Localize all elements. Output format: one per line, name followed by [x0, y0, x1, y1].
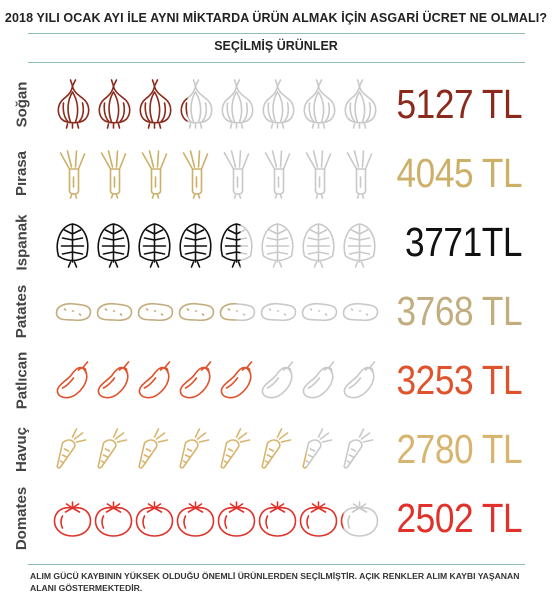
onion-icon — [339, 78, 380, 130]
onion-icon — [93, 78, 134, 130]
potato-icon — [216, 285, 257, 337]
tomato-icon — [175, 492, 216, 544]
leek-icon — [339, 147, 380, 199]
title-divider — [28, 33, 525, 34]
value-label: 3768 TL — [396, 288, 522, 334]
category-label-box: Domates — [0, 486, 44, 550]
chart-row: Soğan 5127 TL — [0, 72, 552, 136]
eggplant-icon — [93, 354, 134, 406]
tomato-icon — [298, 492, 339, 544]
value-label: 3253 TL — [396, 357, 522, 403]
category-label-box: Havuç — [0, 417, 44, 481]
tomato-icon — [339, 492, 380, 544]
eggplant-icon — [298, 354, 339, 406]
category-label-box: Patlıcan — [0, 348, 44, 412]
leek-icon — [175, 147, 216, 199]
leek-icon — [216, 147, 257, 199]
icon-strip — [52, 283, 382, 339]
eggplant-icon — [216, 354, 257, 406]
leek-icon — [52, 147, 93, 199]
spinach-icon — [216, 216, 257, 268]
spinach-icon — [339, 216, 380, 268]
potato-icon — [257, 285, 298, 337]
icon-strip — [52, 421, 382, 477]
spinach-icon — [257, 216, 298, 268]
category-label: Havuç — [13, 426, 31, 472]
onion-icon — [52, 78, 93, 130]
eggplant-icon — [339, 354, 380, 406]
potato-icon — [93, 285, 134, 337]
tomato-icon — [257, 492, 298, 544]
icon-strip — [52, 76, 382, 132]
chart-subtitle: SEÇİLMİŞ ÜRÜNLER — [214, 39, 338, 53]
value-label: 3771TL — [404, 219, 522, 265]
chart-title: 2018 YILI OCAK AYI İLE AYNI MİKTARDA ÜRÜ… — [4, 11, 548, 25]
leek-icon — [134, 147, 175, 199]
spinach-icon — [134, 216, 175, 268]
chart-row: Domates 2502 TL — [0, 486, 552, 550]
leek-icon — [257, 147, 298, 199]
spinach-icon — [93, 216, 134, 268]
onion-icon — [216, 78, 257, 130]
potato-icon — [298, 285, 339, 337]
icon-strip — [52, 145, 382, 201]
eggplant-icon — [175, 354, 216, 406]
icon-strip — [52, 352, 382, 408]
category-label-box: Soğan — [0, 72, 44, 136]
footnote-divider — [28, 564, 525, 565]
icon-strip — [52, 214, 382, 270]
chart-row: Ispanak 3771TL — [0, 210, 552, 274]
category-label-box: Patates — [0, 279, 44, 343]
carrot-icon — [93, 423, 134, 475]
category-label: Patlıcan — [13, 351, 31, 409]
tomato-icon — [216, 492, 257, 544]
tomato-icon — [52, 492, 93, 544]
spinach-icon — [52, 216, 93, 268]
category-label-box: Ispanak — [0, 210, 44, 274]
onion-icon — [257, 78, 298, 130]
carrot-icon — [216, 423, 257, 475]
value-label: 2502 TL — [396, 495, 522, 541]
spinach-icon — [175, 216, 216, 268]
footnote: ALIM GÜCÜ KAYBININ YÜKSEK OLDUĞU ÖNEMLİ … — [30, 571, 520, 593]
chart-row: Patates 3768 TL — [0, 279, 552, 343]
carrot-icon — [175, 423, 216, 475]
category-label: Ispanak — [13, 214, 31, 270]
chart-row: Havuç 2780 TL — [0, 417, 552, 481]
category-label-box: Pırasa — [0, 141, 44, 205]
value-label: 5127 TL — [396, 81, 522, 127]
category-label: Soğan — [13, 81, 31, 127]
potato-icon — [52, 285, 93, 337]
onion-icon — [298, 78, 339, 130]
category-label: Patates — [13, 284, 31, 338]
value-label: 4045 TL — [396, 150, 522, 196]
leek-icon — [298, 147, 339, 199]
eggplant-icon — [52, 354, 93, 406]
value-label: 2780 TL — [396, 426, 522, 472]
tomato-icon — [93, 492, 134, 544]
chart-row: Pırasa 4045 TL — [0, 141, 552, 205]
carrot-icon — [257, 423, 298, 475]
onion-icon — [175, 78, 216, 130]
potato-icon — [134, 285, 175, 337]
category-label: Pırasa — [13, 150, 31, 196]
carrot-icon — [339, 423, 380, 475]
eggplant-icon — [257, 354, 298, 406]
potato-icon — [175, 285, 216, 337]
carrot-icon — [134, 423, 175, 475]
eggplant-icon — [134, 354, 175, 406]
carrot-icon — [52, 423, 93, 475]
category-label: Domates — [13, 486, 31, 550]
chart-row: Patlıcan 3253 TL — [0, 348, 552, 412]
icon-strip — [52, 490, 382, 546]
tomato-icon — [134, 492, 175, 544]
leek-icon — [93, 147, 134, 199]
spinach-icon — [298, 216, 339, 268]
carrot-icon — [298, 423, 339, 475]
subtitle-divider — [28, 62, 525, 63]
onion-icon — [134, 78, 175, 130]
potato-icon — [339, 285, 380, 337]
